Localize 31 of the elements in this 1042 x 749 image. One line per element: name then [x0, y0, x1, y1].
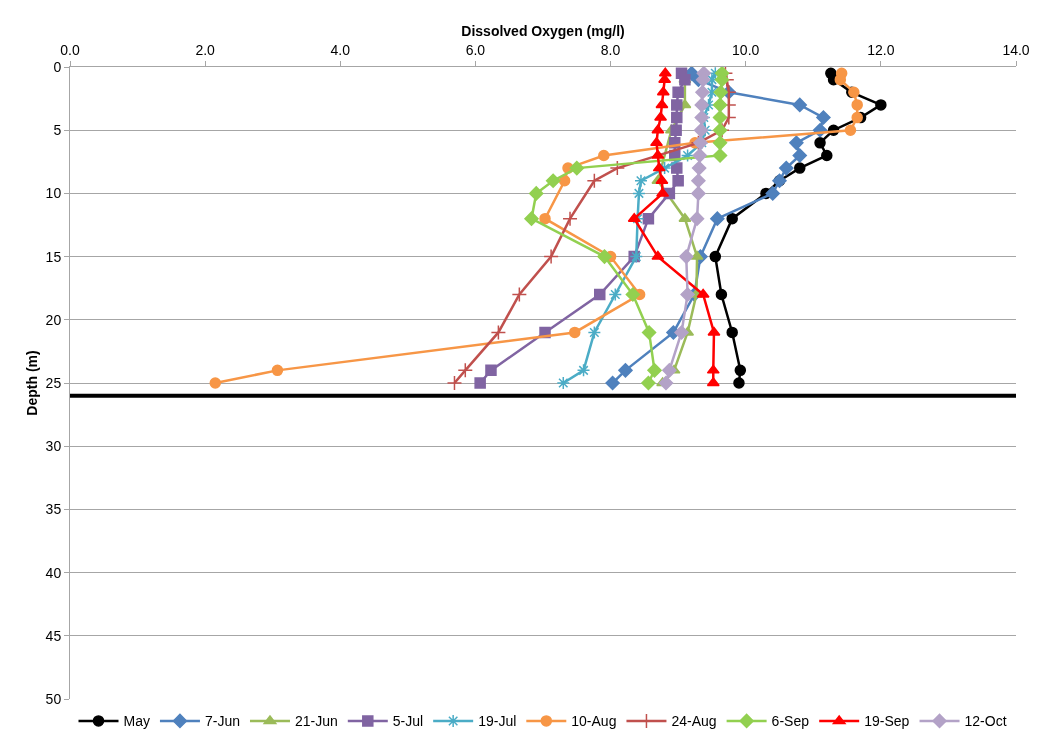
legend-label: 21-Jun	[294, 713, 338, 730]
y-tick-label: 50	[45, 690, 62, 707]
legend-label: 24-Aug	[671, 713, 717, 730]
y-tick-label: 10	[45, 185, 62, 202]
legend-label: 7-Jun	[204, 713, 240, 730]
legend-label: 6-Sep	[771, 713, 810, 730]
legend-label: 19-Jul	[478, 713, 517, 730]
y-tick-label: 15	[45, 248, 62, 265]
x-tick-label: 0.0	[60, 42, 80, 59]
y-tick-label: 25	[45, 374, 62, 391]
x-tick-label: 10.0	[732, 42, 760, 59]
legend-label: May	[123, 713, 150, 730]
y-tick-label: 0	[53, 58, 62, 75]
x-tick-label: 12.0	[867, 42, 895, 59]
legend-label: 12-Oct	[964, 713, 1007, 730]
x-tick-label: 14.0	[1002, 42, 1030, 59]
legend-label: 5-Jul	[392, 713, 424, 730]
y-tick-label: 40	[45, 564, 62, 581]
y-tick-label: 45	[45, 627, 62, 644]
y-tick-label: 5	[53, 122, 62, 139]
y-axis-title: Depth (m)	[24, 350, 41, 416]
y-tick-label: 30	[45, 438, 62, 455]
y-tick-label: 20	[45, 311, 62, 328]
x-axis-title: Dissolved Oxygen (mg/l)	[461, 23, 625, 39]
x-tick-label: 6.0	[465, 42, 486, 59]
legend-label: 10-Aug	[571, 713, 617, 730]
x-tick-label: 4.0	[330, 42, 351, 59]
y-tick-label: 35	[45, 501, 62, 518]
x-tick-label: 8.0	[600, 42, 621, 59]
legend-label: 19-Sep	[864, 713, 910, 730]
x-tick-label: 2.0	[195, 42, 216, 59]
